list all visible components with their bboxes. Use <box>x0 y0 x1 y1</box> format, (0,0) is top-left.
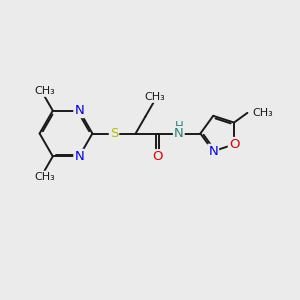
Text: N: N <box>174 127 184 140</box>
Text: CH₃: CH₃ <box>253 108 274 118</box>
Text: H: H <box>174 120 183 134</box>
Text: S: S <box>110 127 118 140</box>
Text: N: N <box>208 145 218 158</box>
Text: CH₃: CH₃ <box>145 92 166 102</box>
Text: CH₃: CH₃ <box>34 172 55 182</box>
Text: O: O <box>152 150 163 163</box>
Text: O: O <box>229 138 239 151</box>
Text: N: N <box>74 150 84 163</box>
Text: N: N <box>74 104 84 117</box>
Text: CH₃: CH₃ <box>34 86 55 96</box>
